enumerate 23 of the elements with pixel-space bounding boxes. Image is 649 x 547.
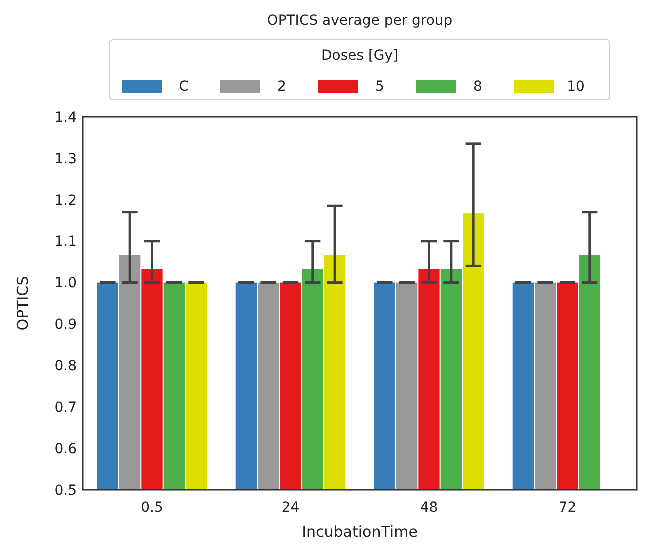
y-tick-label: 0.7 <box>54 400 77 416</box>
y-tick-label: 1.0 <box>54 276 77 292</box>
x-tick-label: 24 <box>282 500 300 516</box>
legend-label: 2 <box>278 79 286 95</box>
y-tick-label: 1.2 <box>54 192 77 209</box>
legend-title: Doses [Gy] <box>321 48 399 64</box>
legend-label: 8 <box>474 79 482 95</box>
y-tick-label: 1.3 <box>54 151 77 168</box>
y-tick-label: 1.4 <box>54 110 78 126</box>
y-tick-label: 0.9 <box>54 317 77 334</box>
legend-label: 10 <box>567 79 585 95</box>
y-tick-label: 0.6 <box>54 441 78 458</box>
y-tick-label: 1.1 <box>54 234 77 250</box>
y-axis-title: OPTICS <box>14 276 32 331</box>
legend-label: 5 <box>376 79 384 95</box>
x-axis-title: IncubationTime <box>302 523 418 541</box>
legend-label: C <box>179 79 190 95</box>
x-tick-label: 0.5 <box>141 500 164 516</box>
x-tick-label: 48 <box>420 500 438 516</box>
chart-title: OPTICS average per group <box>267 13 453 29</box>
y-tick-label: 0.5 <box>54 482 77 499</box>
x-tick-label: 72 <box>558 500 577 516</box>
y-tick-label: 0.8 <box>54 358 77 375</box>
